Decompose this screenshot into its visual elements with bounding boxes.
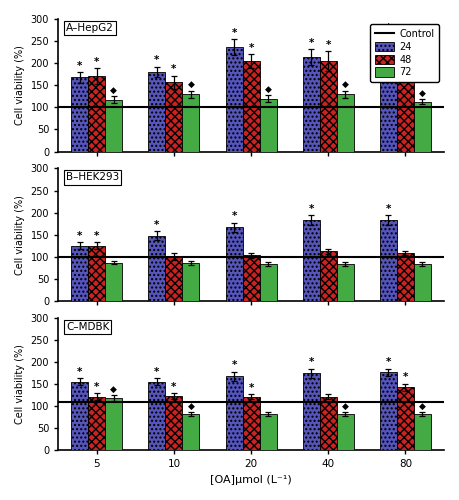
Bar bbox=[414, 414, 431, 451]
Bar bbox=[148, 236, 165, 301]
Bar bbox=[303, 58, 320, 152]
Bar bbox=[260, 414, 277, 451]
Bar bbox=[380, 43, 397, 152]
Text: *: * bbox=[248, 382, 254, 392]
Bar bbox=[182, 94, 199, 152]
Bar bbox=[337, 94, 354, 152]
Text: ◆: ◆ bbox=[342, 80, 349, 89]
Bar bbox=[380, 220, 397, 301]
Bar bbox=[260, 264, 277, 301]
Text: ◆: ◆ bbox=[110, 385, 117, 394]
Bar bbox=[320, 252, 337, 301]
Text: A–HepG2: A–HepG2 bbox=[66, 23, 114, 33]
Text: *: * bbox=[94, 57, 100, 67]
Text: *: * bbox=[94, 231, 100, 241]
Bar bbox=[148, 72, 165, 152]
Text: ◆: ◆ bbox=[419, 88, 426, 98]
Text: ◆: ◆ bbox=[110, 86, 117, 95]
Text: *: * bbox=[154, 220, 160, 230]
Text: *: * bbox=[231, 212, 237, 222]
Text: *: * bbox=[171, 382, 177, 392]
Bar bbox=[88, 76, 105, 152]
Text: *: * bbox=[154, 367, 160, 377]
Text: C–MDBK: C–MDBK bbox=[66, 322, 109, 332]
Text: *: * bbox=[77, 231, 83, 241]
Bar bbox=[165, 396, 182, 450]
Text: *: * bbox=[154, 56, 160, 66]
Bar bbox=[71, 78, 88, 152]
Bar bbox=[337, 414, 354, 451]
Bar bbox=[337, 264, 354, 301]
Bar bbox=[182, 263, 199, 301]
Bar bbox=[105, 100, 122, 152]
Y-axis label: Cell viability (%): Cell viability (%) bbox=[15, 344, 25, 424]
Bar bbox=[303, 373, 320, 450]
Text: *: * bbox=[308, 204, 314, 214]
Bar bbox=[148, 382, 165, 450]
Bar bbox=[165, 82, 182, 152]
Text: ◆: ◆ bbox=[419, 402, 426, 410]
Bar bbox=[88, 396, 105, 450]
Bar bbox=[397, 254, 414, 301]
Text: *: * bbox=[308, 38, 314, 48]
Legend: Control, 24, 48, 72: Control, 24, 48, 72 bbox=[370, 24, 439, 82]
Bar bbox=[226, 376, 243, 450]
Text: *: * bbox=[386, 358, 391, 368]
Y-axis label: Cell viability (%): Cell viability (%) bbox=[15, 195, 25, 274]
Text: ◆: ◆ bbox=[187, 402, 194, 410]
Bar bbox=[165, 257, 182, 301]
Text: *: * bbox=[403, 372, 408, 382]
X-axis label: [OA]μmol (L⁻¹): [OA]μmol (L⁻¹) bbox=[210, 475, 292, 485]
Bar bbox=[105, 398, 122, 450]
Text: *: * bbox=[403, 49, 408, 59]
Bar bbox=[105, 262, 122, 301]
Bar bbox=[226, 47, 243, 152]
Bar bbox=[226, 227, 243, 301]
Text: *: * bbox=[231, 28, 237, 38]
Text: *: * bbox=[386, 204, 391, 214]
Bar bbox=[414, 264, 431, 301]
Bar bbox=[243, 396, 260, 450]
Text: *: * bbox=[171, 64, 177, 74]
Bar bbox=[71, 382, 88, 450]
Text: ◆: ◆ bbox=[265, 84, 272, 94]
Bar bbox=[260, 98, 277, 152]
Text: *: * bbox=[248, 43, 254, 53]
Bar bbox=[320, 61, 337, 152]
Text: ◆: ◆ bbox=[187, 80, 194, 89]
Y-axis label: Cell viability (%): Cell viability (%) bbox=[15, 46, 25, 125]
Text: *: * bbox=[308, 358, 314, 368]
Text: *: * bbox=[386, 22, 391, 32]
Bar bbox=[397, 388, 414, 450]
Bar bbox=[380, 372, 397, 450]
Bar bbox=[71, 246, 88, 301]
Text: B–HEK293: B–HEK293 bbox=[66, 172, 119, 182]
Text: *: * bbox=[77, 367, 83, 377]
Text: *: * bbox=[77, 60, 83, 70]
Bar bbox=[182, 414, 199, 451]
Text: ◆: ◆ bbox=[342, 402, 349, 410]
Bar bbox=[320, 396, 337, 450]
Bar bbox=[303, 220, 320, 301]
Bar bbox=[243, 256, 260, 301]
Bar bbox=[397, 70, 414, 152]
Text: *: * bbox=[231, 360, 237, 370]
Bar bbox=[88, 246, 105, 301]
Bar bbox=[414, 102, 431, 152]
Text: *: * bbox=[325, 40, 331, 50]
Bar bbox=[243, 61, 260, 152]
Text: *: * bbox=[94, 382, 100, 392]
